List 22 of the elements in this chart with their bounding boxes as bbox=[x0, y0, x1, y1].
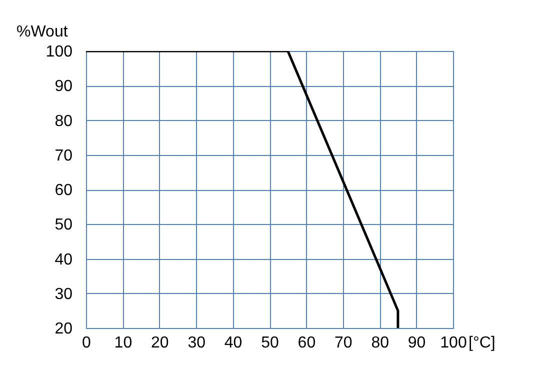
x-tick-label: 100 bbox=[440, 334, 467, 352]
y-tick-label: 20 bbox=[54, 320, 73, 338]
x-tick-label: 70 bbox=[334, 334, 352, 352]
x-tick-label: 20 bbox=[151, 334, 169, 352]
x-tick-label: 40 bbox=[224, 334, 242, 352]
y-tick-label: 80 bbox=[54, 112, 73, 130]
y-tick-label: 70 bbox=[54, 147, 73, 164]
x-axis-title: [°C] bbox=[468, 334, 496, 352]
y-tick-label: 100 bbox=[46, 44, 73, 60]
y-tick-label: 40 bbox=[54, 251, 73, 268]
y-tick-label: 90 bbox=[54, 78, 73, 96]
y-tick-label: 30 bbox=[54, 286, 73, 303]
x-tick-label: 90 bbox=[408, 334, 426, 352]
y-axis-title: %Wout bbox=[16, 24, 68, 40]
x-tick-label: 60 bbox=[298, 334, 316, 352]
x-tick-label: 50 bbox=[261, 334, 279, 352]
x-tick-label: 0 bbox=[82, 334, 92, 352]
x-tick-label: 80 bbox=[371, 334, 390, 352]
x-tick-label: 30 bbox=[188, 334, 206, 352]
y-tick-label: 50 bbox=[54, 216, 73, 234]
x-tick-label: 10 bbox=[114, 334, 132, 352]
y-tick-label: 60 bbox=[54, 182, 73, 199]
